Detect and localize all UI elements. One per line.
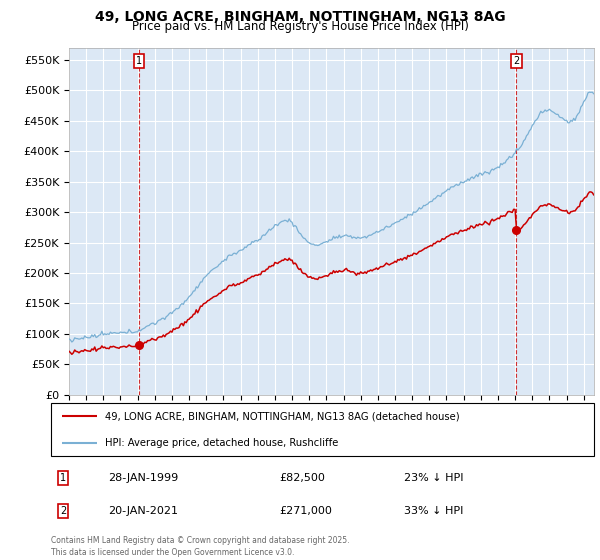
Text: 49, LONG ACRE, BINGHAM, NOTTINGHAM, NG13 8AG (detached house): 49, LONG ACRE, BINGHAM, NOTTINGHAM, NG13… — [106, 412, 460, 422]
Text: 28-JAN-1999: 28-JAN-1999 — [108, 473, 178, 483]
Text: 2: 2 — [513, 56, 520, 66]
Text: 23% ↓ HPI: 23% ↓ HPI — [404, 473, 463, 483]
Text: 49, LONG ACRE, BINGHAM, NOTTINGHAM, NG13 8AG: 49, LONG ACRE, BINGHAM, NOTTINGHAM, NG13… — [95, 10, 505, 24]
Text: 1: 1 — [60, 473, 66, 483]
FancyBboxPatch shape — [51, 403, 594, 456]
Text: 33% ↓ HPI: 33% ↓ HPI — [404, 506, 463, 516]
Text: HPI: Average price, detached house, Rushcliffe: HPI: Average price, detached house, Rush… — [106, 438, 338, 448]
Text: Contains HM Land Registry data © Crown copyright and database right 2025.
This d: Contains HM Land Registry data © Crown c… — [51, 536, 349, 557]
Text: 2: 2 — [60, 506, 66, 516]
Text: 1: 1 — [136, 56, 142, 66]
Text: £82,500: £82,500 — [279, 473, 325, 483]
Text: 20-JAN-2021: 20-JAN-2021 — [108, 506, 178, 516]
Text: Price paid vs. HM Land Registry's House Price Index (HPI): Price paid vs. HM Land Registry's House … — [131, 20, 469, 33]
Text: £271,000: £271,000 — [279, 506, 332, 516]
